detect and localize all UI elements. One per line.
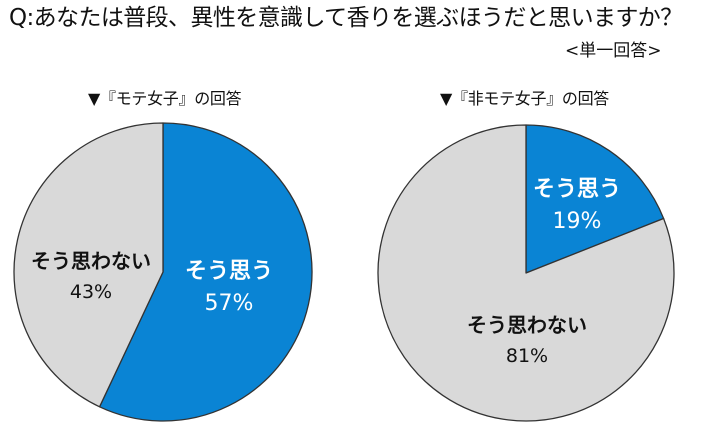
pie-heading-non-mote: ▼『非モテ女子』の回答 bbox=[440, 89, 610, 108]
slice-no bbox=[377, 124, 675, 422]
slice-percent-no: 81% bbox=[506, 345, 548, 367]
slice-no bbox=[13, 122, 164, 408]
answer-type-label: <単一回答> bbox=[565, 41, 662, 61]
slice-label-yes: そう思う bbox=[185, 259, 273, 284]
slice-label-no: そう思わない bbox=[467, 313, 587, 337]
question-title: Q:あなたは普段、異性を意識して香りを選ぶほうだと思いますか？ bbox=[9, 5, 683, 31]
pie-chart-non-mote: そう思う 19% そう思わない 81% bbox=[377, 124, 675, 422]
slice-percent-yes: 19% bbox=[553, 209, 602, 234]
slice-label-yes: そう思う bbox=[533, 177, 621, 202]
slice-label-no: そう思わない bbox=[31, 249, 151, 273]
pie-chart-mote: そう思わない 43% そう思う 57% bbox=[13, 122, 313, 422]
slice-yes bbox=[98, 122, 313, 422]
slice-percent-yes: 57% bbox=[205, 291, 254, 316]
slice-percent-no: 43% bbox=[70, 281, 112, 303]
pie-heading-mote: ▼『モテ女子』の回答 bbox=[88, 89, 242, 108]
slice-yes bbox=[525, 124, 665, 274]
